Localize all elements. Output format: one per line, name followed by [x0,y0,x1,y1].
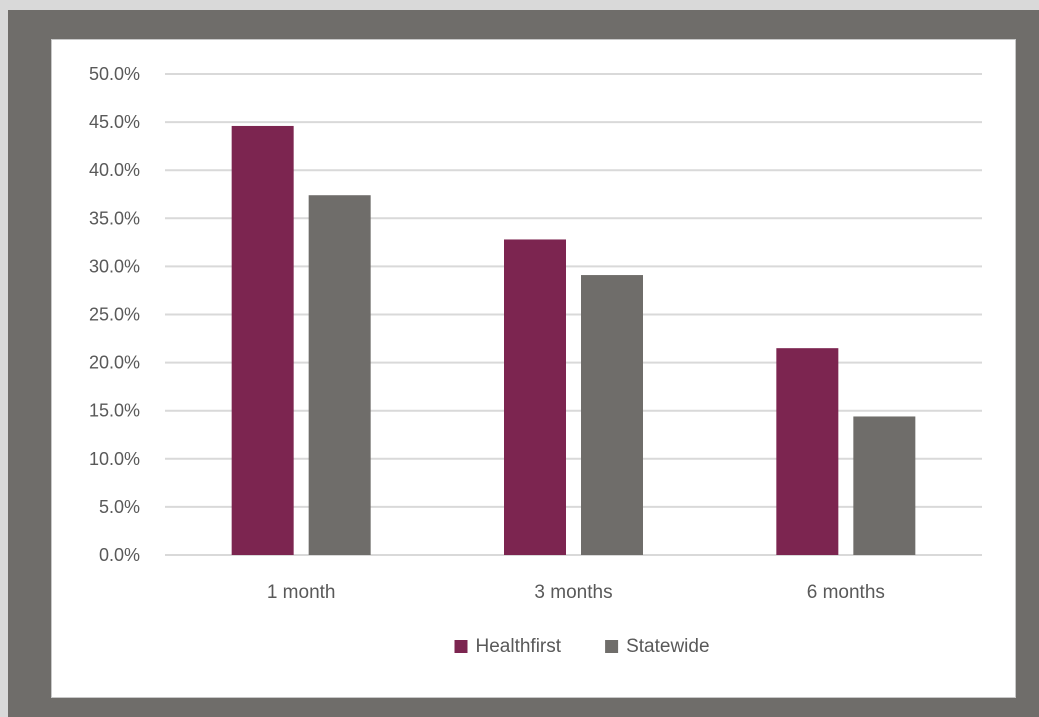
y-tick-label: 30.0% [89,256,140,276]
legend-label-healthfirst: Healthfirst [476,636,562,657]
x-axis-categories: 1 month 3 months 6 months [267,582,885,603]
bar-statewide-3-months [581,275,643,555]
bar-healthfirst-3-months [504,239,566,556]
bar-healthfirst-1-month [231,125,294,555]
bar-statewide-6-months [853,416,916,555]
y-tick-label: 5.0% [99,497,140,517]
legend-label-statewide: Statewide [626,636,709,657]
bars [231,125,916,556]
x-category-label: 1 month [267,582,336,603]
bar-healthfirst-6-months [776,348,839,555]
y-tick-label: 15.0% [89,401,140,421]
x-category-label: 6 months [807,582,885,603]
y-tick-label: 25.0% [89,305,140,325]
gridlines [165,73,982,556]
y-tick-label: 45.0% [89,112,140,132]
y-tick-label: 35.0% [89,208,140,228]
x-category-label: 3 months [534,582,612,603]
y-axis-ticks: 0.0% 5.0% 10.0% 15.0% 20.0% 25.0% 30.0% 35.0% 40… [89,64,140,565]
legend: Healthfirst Statewide [454,636,710,657]
y-tick-label: 0.0% [99,545,140,565]
legend-swatch-statewide [605,640,619,653]
y-tick-label: 50.0% [89,64,140,84]
y-tick-label: 10.0% [89,449,140,469]
y-tick-label: 40.0% [89,160,140,180]
y-tick-label: 20.0% [89,353,140,373]
legend-swatch-healthfirst [454,640,468,653]
bar-statewide-1-month [308,195,371,555]
